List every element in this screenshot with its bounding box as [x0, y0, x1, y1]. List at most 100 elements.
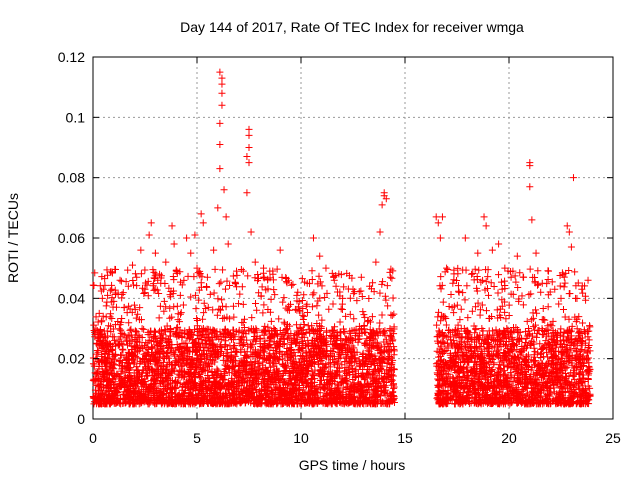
data-point [179, 371, 187, 379]
data-point [379, 278, 387, 286]
data-point [197, 336, 205, 344]
data-point [336, 354, 344, 362]
data-point [204, 399, 212, 407]
data-point [291, 365, 299, 373]
data-point [90, 321, 98, 329]
data-point [217, 384, 225, 392]
data-point [123, 336, 131, 344]
data-point [457, 305, 465, 313]
data-point [134, 376, 142, 384]
data-point [94, 377, 102, 385]
data-point [108, 294, 116, 302]
data-point [177, 393, 185, 401]
data-point [230, 313, 238, 321]
data-point [109, 333, 117, 341]
data-point [157, 397, 165, 405]
data-point [286, 300, 294, 308]
data-point [317, 348, 325, 356]
data-point [131, 306, 139, 314]
data-point [565, 267, 573, 275]
data-point [283, 335, 291, 343]
data-point [93, 346, 101, 354]
data-point [89, 281, 97, 289]
data-point [166, 332, 174, 340]
data-point [323, 289, 331, 297]
data-point [290, 332, 298, 340]
data-point [150, 268, 158, 276]
data-point [341, 358, 349, 366]
data-point [149, 282, 157, 290]
data-point [196, 346, 204, 354]
data-point [280, 378, 288, 386]
data-point [381, 292, 389, 300]
data-point [190, 344, 198, 352]
data-point [188, 355, 196, 363]
data-point [95, 337, 103, 345]
data-point [272, 355, 280, 363]
data-point [193, 316, 201, 324]
data-point [309, 372, 317, 380]
data-point [376, 319, 384, 327]
data-point [139, 356, 147, 364]
data-point [215, 305, 223, 313]
data-point [507, 290, 515, 298]
data-point [299, 315, 307, 323]
data-point [373, 344, 381, 352]
data-point [223, 394, 231, 402]
data-point [300, 291, 308, 299]
data-point [138, 325, 146, 333]
data-point [539, 345, 547, 353]
data-point [309, 291, 317, 299]
data-point [152, 372, 160, 380]
data-point [107, 366, 115, 374]
data-point [291, 352, 299, 360]
data-point [295, 342, 303, 350]
data-point [244, 392, 252, 400]
data-point [365, 337, 373, 345]
data-point [379, 398, 387, 406]
data-point [299, 340, 307, 348]
data-point [143, 281, 151, 289]
data-point [157, 389, 165, 397]
data-point [235, 326, 243, 334]
data-point [325, 305, 333, 313]
data-point [267, 343, 275, 351]
data-point [453, 301, 461, 309]
data-point [141, 355, 149, 363]
data-point [371, 379, 379, 387]
data-point [339, 325, 347, 333]
data-point [253, 306, 261, 314]
data-point [96, 282, 104, 290]
data-point [274, 342, 282, 350]
data-point [154, 346, 162, 354]
data-point [249, 325, 257, 333]
data-point [151, 285, 159, 293]
data-point [141, 390, 149, 398]
data-point [229, 272, 237, 280]
data-point [184, 398, 192, 406]
data-point [352, 372, 360, 380]
data-point [121, 331, 129, 339]
data-point [360, 311, 368, 319]
data-point [487, 279, 495, 287]
data-point [334, 359, 342, 367]
data-point [199, 315, 207, 323]
data-point [504, 347, 512, 355]
data-point [151, 328, 159, 336]
data-point [231, 278, 239, 286]
data-point [167, 349, 175, 357]
data-point [311, 378, 319, 386]
data-point [353, 398, 361, 406]
data-point [472, 303, 480, 311]
data-point [343, 364, 351, 372]
data-point [234, 387, 242, 395]
data-point [370, 386, 378, 394]
data-point [553, 365, 561, 373]
data-point [304, 382, 312, 390]
data-point [180, 367, 188, 375]
data-point [512, 278, 520, 286]
data-point [118, 345, 126, 353]
data-point [190, 273, 198, 281]
data-point [372, 331, 380, 339]
data-point [330, 374, 338, 382]
